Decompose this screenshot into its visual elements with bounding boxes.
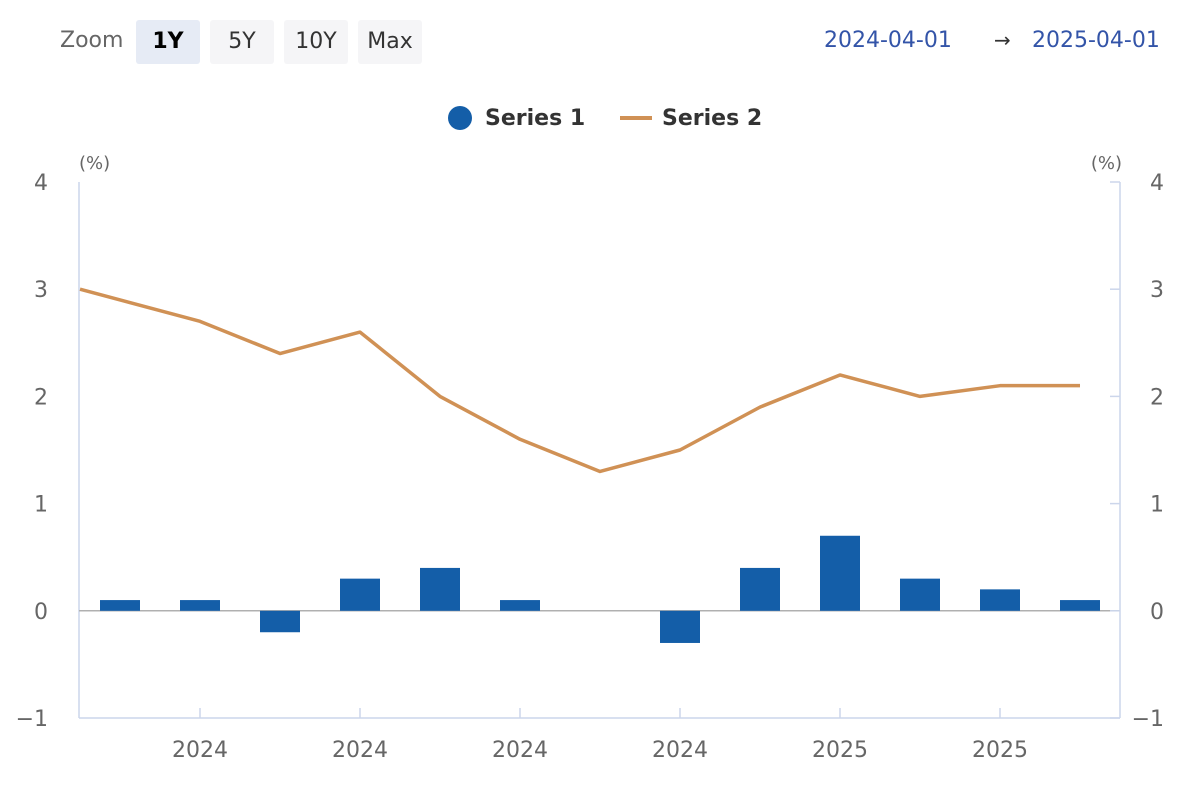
bar-series-1	[260, 610, 300, 633]
legend-item-series-2[interactable]: Series 2	[620, 100, 762, 136]
zoom-10y-button[interactable]: 10Y	[284, 20, 348, 64]
legend-item-series-1[interactable]: Series 1	[447, 100, 585, 136]
line-layer	[79, 287, 1081, 474]
right-axis-unit: (%)	[1091, 153, 1122, 174]
legend-marker-series-2	[620, 116, 652, 120]
range-end-input[interactable]: 2025-04-01	[1032, 28, 1160, 53]
bar-series-1	[340, 578, 380, 611]
x-axis-tick-label: 2024	[172, 738, 228, 763]
bar-series-1	[820, 535, 860, 611]
chart-legend: Series 1 Series 2	[0, 100, 1200, 136]
legend-marker-series-1	[448, 106, 472, 130]
x-axis-tick-label: 2024	[652, 738, 708, 763]
bar-series-1	[900, 578, 940, 611]
left-axis-unit: (%)	[79, 153, 110, 174]
left-axis-tick-label: 3	[34, 278, 48, 303]
left-axis-tick-label: 4	[34, 171, 48, 196]
left-axis-tick-label: 2	[34, 385, 48, 410]
axes-layer: −1 0 1 2 3 4 (%) −1 0 1 2 3 4 (%) 2024 2024 2024 2024 2025…	[16, 153, 1164, 763]
bar-series-1	[420, 567, 460, 611]
left-axis-tick-label: −1	[16, 707, 48, 732]
zoom-5y-button[interactable]: 5Y	[210, 20, 274, 64]
right-axis-tick-label: 2	[1150, 385, 1164, 410]
zoom-max-button[interactable]: Max	[358, 20, 422, 64]
right-axis-tick-label: 4	[1150, 171, 1164, 196]
bar-series-1	[500, 600, 540, 611]
left-axis-tick-label: 1	[34, 493, 48, 518]
right-axis-tick-label: 0	[1150, 600, 1164, 625]
zoom-1y-button[interactable]: 1Y	[136, 20, 200, 64]
bar-series-1	[740, 567, 780, 611]
bar-series-1	[180, 600, 220, 611]
bars-layer	[100, 535, 1100, 643]
legend-label-series-1: Series 1	[485, 105, 586, 131]
bar-series-1	[1060, 600, 1100, 611]
x-axis-tick-label: 2025	[972, 738, 1028, 763]
zoom-toolbar: Zoom 1Y 5Y 10Y Max 2024-04-01 → 2025-04-…	[0, 0, 1200, 80]
range-start-input[interactable]: 2024-04-01	[824, 28, 952, 53]
right-axis-tick-label: −1	[1132, 707, 1164, 732]
bar-series-1	[980, 589, 1020, 611]
range-arrow: →	[994, 28, 1011, 52]
x-axis-tick-label: 2024	[332, 738, 388, 763]
legend-label-series-2: Series 2	[662, 105, 763, 131]
line-series-2	[79, 287, 1080, 474]
left-axis-tick-label: 0	[34, 600, 48, 625]
bar-series-1	[660, 610, 700, 643]
x-axis-tick-label: 2024	[492, 738, 548, 763]
right-axis-tick-label: 3	[1150, 278, 1164, 303]
right-axis-tick-label: 1	[1150, 493, 1164, 518]
x-axis-tick-label: 2025	[812, 738, 868, 763]
bar-series-1	[100, 600, 140, 611]
zoom-label: Zoom	[60, 28, 124, 53]
